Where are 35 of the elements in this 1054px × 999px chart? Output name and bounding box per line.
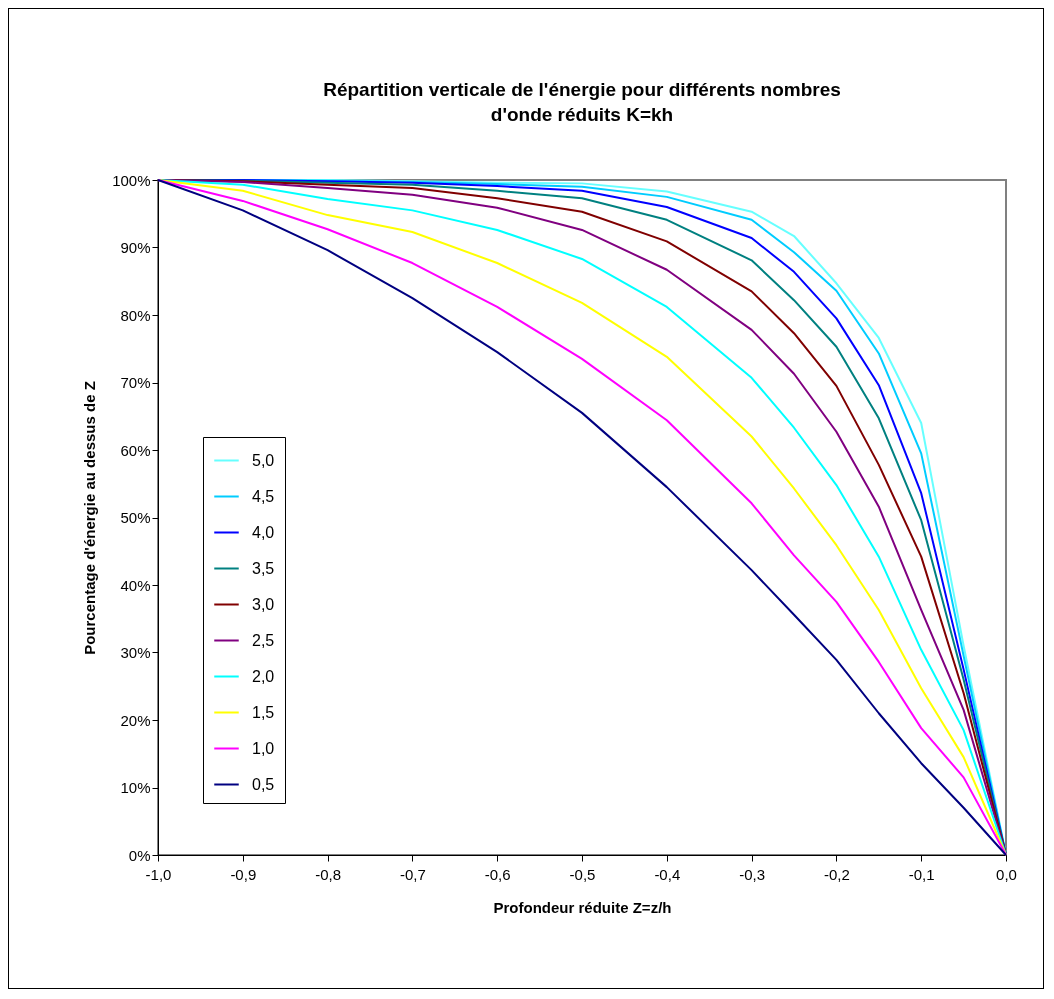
y-tick-label: 100% <box>112 171 151 189</box>
x-axis-title: Profondeur réduite Z=z/h <box>493 898 672 916</box>
legend-label: 1,0 <box>252 739 275 757</box>
x-tick-label: -0,8 <box>315 865 342 883</box>
x-tick-label: -0,4 <box>654 865 681 883</box>
legend-label: 5,0 <box>252 451 275 469</box>
legend-label: 0,5 <box>252 775 275 793</box>
y-tick-label: 20% <box>120 711 151 729</box>
y-tick-label: 10% <box>120 779 151 796</box>
y-tick-label: 0% <box>128 846 151 864</box>
y-tick-label: 50% <box>120 509 151 526</box>
x-tick-label: -1,0 <box>145 865 172 883</box>
y-tick-label: 30% <box>120 644 151 661</box>
legend-label: 1,5 <box>252 703 275 721</box>
y-tick-label: 60% <box>120 441 151 459</box>
y-axis-title: Pourcentage d'énergie au dessus de Z <box>81 381 99 655</box>
chart-title: Répartition verticale de l'énergie pour différents nombres d'onde réduits K=kh <box>323 79 841 125</box>
x-tick-label: -0,6 <box>484 865 511 883</box>
y-tick-label: 40% <box>120 576 151 594</box>
legend-label: 2,5 <box>252 631 275 649</box>
legend-label: 2,0 <box>252 667 275 685</box>
x-tick-label: -0,7 <box>399 865 426 883</box>
y-tick-label: 70% <box>120 374 151 391</box>
x-tick-label: -0,2 <box>823 865 850 883</box>
legend-label: 4,5 <box>252 487 275 505</box>
y-tick-label: 80% <box>120 306 151 324</box>
x-tick-label: -0,3 <box>739 865 766 883</box>
x-tick-label: -0,1 <box>908 865 935 883</box>
legend-label: 4,0 <box>252 523 275 541</box>
legend-label: 3,0 <box>252 595 275 613</box>
x-tick-label: 0,0 <box>996 865 1017 883</box>
x-tick-label: -0,9 <box>230 865 257 883</box>
x-tick-label: -0,5 <box>569 865 596 883</box>
legend-label: 3,5 <box>252 559 275 577</box>
y-tick-label: 90% <box>120 239 151 256</box>
